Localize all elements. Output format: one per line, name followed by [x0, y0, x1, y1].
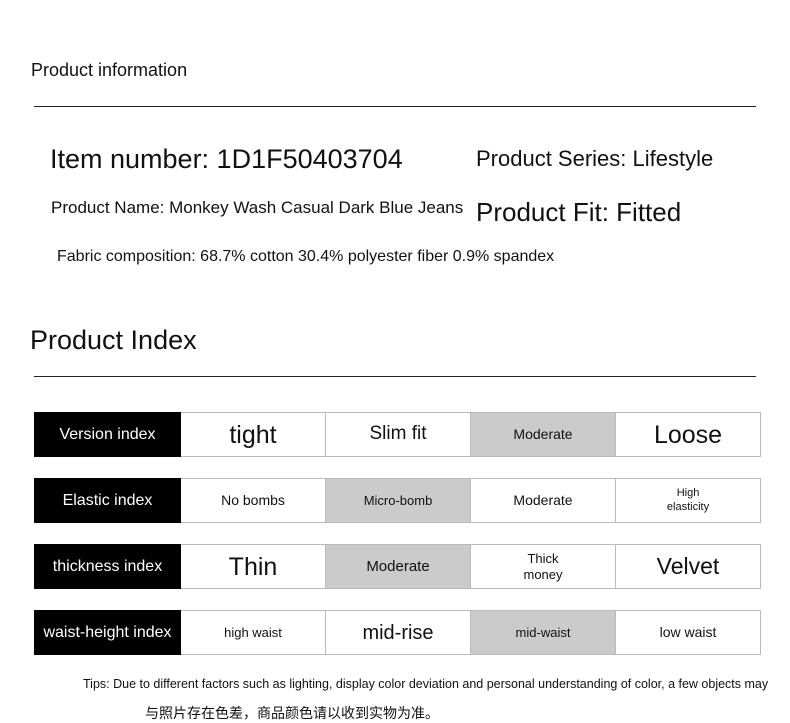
index-cell: Moderate	[471, 478, 616, 523]
cell-text: Thick	[527, 550, 559, 566]
index-cell: tight	[181, 412, 326, 457]
cell-text: Moderate	[366, 557, 430, 575]
cell-text: mid-waist	[515, 624, 571, 640]
cell-text: Moderate	[513, 426, 573, 443]
index-cell: low waist	[616, 610, 761, 655]
product-fit: Product Fit: Fitted	[476, 197, 682, 227]
index-row: Version index tight Slim fit Moderate Loose	[34, 412, 766, 457]
cell-text: Slim fit	[369, 423, 427, 445]
index-cell: No bombs	[181, 478, 326, 523]
divider	[34, 106, 756, 107]
tips: 与照片存在色差，商品颜色请以收到实物为准。	[145, 705, 439, 721]
item-number: Item number: 1D1F50403704	[50, 144, 403, 174]
cell-text: mid-rise	[362, 621, 434, 644]
cell-text: money	[523, 566, 563, 582]
cell-text: Moderate	[513, 492, 573, 509]
index-cell: Moderate	[326, 544, 471, 589]
cell-text: Thin	[228, 552, 278, 581]
index-row: waist-height index high waist mid-rise mid-…	[34, 610, 766, 655]
cell-text: Velvet	[656, 552, 720, 579]
index-cell: mid-rise	[326, 610, 471, 655]
section-title: Product information	[31, 60, 188, 80]
row-label: Elastic index	[34, 478, 181, 523]
cell-text: Loose	[653, 420, 723, 449]
index-cell: Thick money	[471, 544, 616, 589]
index-cell: Velvet	[616, 544, 761, 589]
index-cell: Moderate	[471, 412, 616, 457]
cell-text: elasticity	[666, 500, 710, 513]
index-cell: Slim fit	[326, 412, 471, 457]
index-cell: Micro-bomb	[326, 478, 471, 523]
fabric: Fabric composition: 68.7% cotton 30.4% p…	[57, 248, 555, 265]
series: Product Series: Lifestyle	[476, 146, 714, 171]
index-cell: high waist	[181, 610, 326, 655]
section-title: Product Index	[30, 325, 197, 355]
index-cell: mid-waist	[471, 610, 616, 655]
row-label: thickness index	[34, 544, 181, 589]
divider	[34, 376, 756, 377]
index-cell: Loose	[616, 412, 761, 457]
index-row: Elastic index No bombs Micro-bomb Moderate H…	[34, 478, 766, 523]
tips: Tips: Due to different factors such as l…	[83, 677, 769, 691]
cell-text: High	[676, 487, 700, 500]
index-cell: High elasticity	[616, 478, 761, 523]
cell-text: No bombs	[221, 492, 285, 509]
index-row: thickness index Thin Moderate Thick money Vel…	[34, 544, 766, 589]
row-label: waist-height index	[34, 610, 181, 655]
index-cell: Thin	[181, 544, 326, 589]
cell-text: Micro-bomb	[363, 492, 433, 508]
cell-text: low waist	[659, 624, 717, 641]
product-name: Product Name: Monkey Wash Casual Dark Bl…	[51, 198, 464, 217]
cell-text: tight	[229, 420, 277, 449]
cell-text: high waist	[224, 624, 282, 640]
row-label: Version index	[34, 412, 181, 457]
